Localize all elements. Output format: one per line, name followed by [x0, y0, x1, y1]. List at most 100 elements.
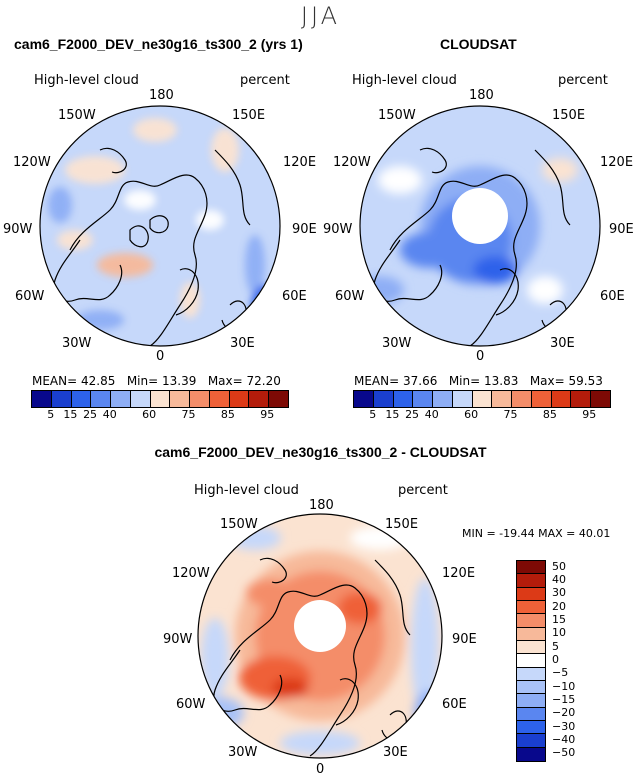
- panel2-colorbar-swatch: [373, 391, 394, 407]
- panel3-colorbar-tick-label: −40: [552, 732, 576, 746]
- panel1-colorbar-swatch: [130, 391, 151, 407]
- panel3-lon-150w: 150W: [220, 517, 258, 532]
- panel3-colorbar-tick-label: −5: [552, 666, 569, 680]
- panel1-lon-180: 180: [149, 88, 174, 103]
- panel2-colorbar-tick-label: 15: [385, 408, 400, 421]
- panel1-colorbar-tick-label: 85: [220, 408, 235, 421]
- panel1-title: cam6_F2000_DEV_ne30g16_ts300_2 (yrs 1): [14, 36, 303, 52]
- panel1-colorbar-tick-label: 75: [181, 408, 196, 421]
- panel2-mean-label: MEAN=: [354, 374, 400, 388]
- panel2-colorbar-swatch: [472, 391, 493, 407]
- panel2-max-label: Max=: [529, 374, 565, 388]
- panel2-units: percent: [558, 73, 608, 88]
- panel2-lon-30w: 30W: [382, 336, 412, 351]
- panel2-lon-60w: 60W: [335, 289, 365, 304]
- panel3-lon-60e: 60E: [442, 697, 467, 712]
- panel1-colorbar-swatch: [229, 391, 250, 407]
- panel1-lon-60w: 60W: [15, 289, 45, 304]
- panel2-lon-150e: 150E: [552, 108, 586, 123]
- panel3-title: cam6_F2000_DEV_ne30g16_ts300_2 - CLOUDSA…: [154, 444, 487, 460]
- panel1-colorbar-swatch: [91, 391, 112, 407]
- panel2-colorbar-swatch: [413, 391, 434, 407]
- panel1-lon-30e: 30E: [230, 336, 255, 351]
- panel2-colorbar-tick-label: 85: [542, 408, 557, 421]
- panel1-max-value: 72.20: [246, 374, 281, 388]
- panel1-lon-150e: 150E: [232, 108, 266, 123]
- panel1-min-value: 13.39: [162, 374, 197, 388]
- panel3-lon-60w: 60W: [176, 697, 206, 712]
- panel3-colorbar-swatch: [517, 747, 545, 761]
- panel3-polar-map: [197, 513, 443, 759]
- panel1-colorbar-tick-label: 95: [260, 408, 275, 421]
- panel3-colorbar-swatch: [517, 694, 545, 708]
- panel3-colorbar-swatch: [517, 587, 545, 601]
- panel2-lon-120e: 120E: [600, 155, 634, 170]
- panel3-colorbar-swatch: [517, 680, 545, 695]
- season-title: JJA: [300, 2, 341, 30]
- panel1-mean-value: 42.85: [81, 374, 116, 388]
- panel1-lon-120w: 120W: [13, 155, 51, 170]
- panel2-colorbar-tick-label: 60: [464, 408, 479, 421]
- panel1-colorbar-tick-label: 60: [142, 408, 157, 421]
- panel1-colorbar-swatch: [269, 391, 288, 407]
- panel3-colorbar-swatch: [517, 640, 545, 655]
- panel1-colorbar-swatch: [51, 391, 72, 407]
- panel2-colorbar: [353, 390, 611, 408]
- panel1-colorbar-swatch: [32, 391, 52, 407]
- panel1-lon-150w: 150W: [58, 108, 96, 123]
- panel2-max-value: 59.53: [568, 374, 603, 388]
- panel2-colorbar-ticks: 5 15 25 40 60 75 85 95: [353, 408, 609, 422]
- panel1-colorbar-swatch: [170, 391, 191, 407]
- panel3-colorbar-swatch: [517, 574, 545, 588]
- panel3-colorbar-tick-label: −30: [552, 719, 576, 733]
- panel1-max-label: Max=: [207, 374, 243, 388]
- panel3-colorbar-swatch: [517, 667, 545, 681]
- panel1-mean-label: MEAN=: [32, 374, 78, 388]
- panel2-stats: MEAN= 37.66 Min= 13.83 Max= 59.53: [354, 374, 603, 388]
- panel1-colorbar-tick-label: 15: [63, 408, 78, 421]
- panel3-stats: MIN = -19.44 MAX = 40.01: [462, 527, 611, 540]
- panel1-colorbar-swatch: [249, 391, 270, 407]
- panel3-lon-120w: 120W: [172, 566, 210, 581]
- panel3-colorbar-tick-label: 10: [552, 626, 566, 640]
- panel1-colorbar-swatch: [209, 391, 230, 407]
- panel3-lon-30e: 30E: [383, 745, 408, 760]
- panel3-lon-90e: 90E: [452, 632, 477, 647]
- panel2-colorbar-swatch: [591, 391, 610, 407]
- panel2-colorbar-tick-label: 40: [424, 408, 439, 421]
- panel2-lon-150w: 150W: [378, 108, 416, 123]
- panel2-colorbar-swatch: [512, 391, 532, 407]
- panel2-lon-60e: 60E: [600, 289, 625, 304]
- panel1-colorbar-tick-label: 5: [47, 408, 55, 421]
- panel2-lon-90e: 90E: [609, 222, 634, 237]
- panel3-colorbar-swatch: [517, 654, 545, 668]
- panel2-min-value: 13.83: [484, 374, 519, 388]
- panel2-variable: High-level cloud: [352, 73, 457, 88]
- panel2-min-label: Min=: [448, 374, 481, 388]
- panel1-colorbar-swatch: [150, 391, 171, 407]
- panel3-lon-30w: 30W: [228, 745, 258, 760]
- panel2-colorbar-swatch: [354, 391, 374, 407]
- panel3-colorbar-tick-label: −20: [552, 706, 576, 720]
- panel3-colorbar-tick-label: −50: [552, 746, 576, 760]
- panel3-colorbar-swatch: [517, 614, 545, 628]
- panel2-colorbar-tick-label: 95: [582, 408, 597, 421]
- panel1-colorbar-swatch: [190, 391, 210, 407]
- panel3-colorbar-swatch: [517, 720, 545, 735]
- panel2-lon-90w: 90W: [323, 222, 353, 237]
- panel1-lon-60e: 60E: [282, 289, 307, 304]
- panel1-lon-0: 0: [156, 349, 165, 364]
- panel2-lon-30e: 30E: [550, 336, 575, 351]
- panel1-min-label: Min=: [126, 374, 159, 388]
- panel3-colorbar: [516, 560, 546, 762]
- panel3-lon-120e: 120E: [442, 566, 476, 581]
- panel3-units: percent: [398, 483, 448, 498]
- panel2-colorbar-swatch: [452, 391, 473, 407]
- panel3-colorbar-ticks: 50 40 30 20 15 10 5 0 −5 −10 −15 −20 −30 −40 −50: [552, 560, 592, 760]
- panel3-colorbar-tick-label: −10: [552, 679, 576, 693]
- panel1-colorbar-tick-label: 40: [102, 408, 117, 421]
- panel3-colorbar-swatch: [517, 561, 545, 575]
- panel1-colorbar-swatch: [71, 391, 92, 407]
- panel1-units: percent: [240, 73, 290, 88]
- panel3-variable: High-level cloud: [194, 483, 299, 498]
